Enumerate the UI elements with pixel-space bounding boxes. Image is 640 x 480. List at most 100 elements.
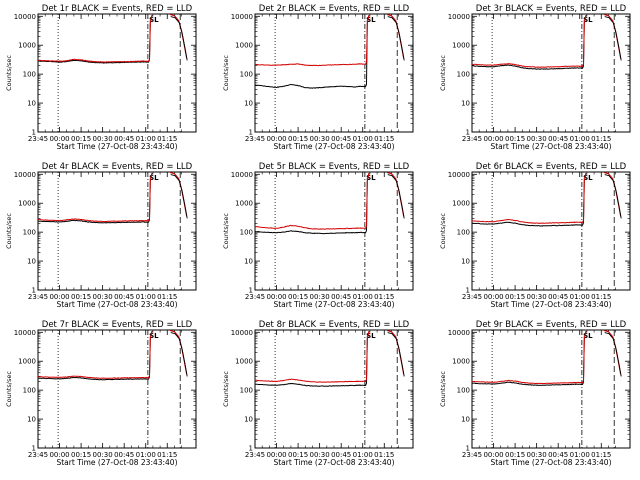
- x-tick-label: 01:00: [136, 293, 156, 301]
- events-series-line: [254, 14, 370, 89]
- x-tick-label: 00:00: [49, 451, 69, 459]
- detector-panel-9: Det 9r BLACK = Events, RED = LLD 1 10 100 10…: [439, 320, 631, 467]
- events-series-line: [37, 14, 153, 64]
- x-axis-label: Start Time (27-Oct-08 23:43:40): [56, 300, 177, 309]
- x-axis-label: Start Time (27-Oct-08 23:43:40): [273, 458, 394, 467]
- x-tick-label: 00:00: [49, 135, 69, 143]
- y-tick-label: 1000: [452, 358, 470, 366]
- x-tick-label: 00:00: [266, 293, 286, 301]
- lld-series-line: [472, 330, 587, 385]
- x-tick-label: 00:45: [331, 293, 351, 301]
- x-tick-label: 00:30: [527, 293, 547, 301]
- x-tick-label: 00:00: [266, 451, 286, 459]
- x-axis-label: Start Time (27-Oct-08 23:43:40): [56, 458, 177, 467]
- x-tick-label: 01:00: [353, 135, 373, 143]
- panel-title: Det 5r BLACK = Events, RED = LLD: [259, 162, 410, 172]
- events-series-line: [37, 172, 153, 224]
- y-tick-label: 100: [23, 387, 36, 395]
- y-tick-label: 10: [244, 100, 253, 108]
- panel-title: Det 7r BLACK = Events, RED = LLD: [42, 320, 193, 330]
- y-tick-label: 1: [466, 129, 470, 137]
- x-tick-label: 00:30: [93, 451, 113, 459]
- detector-panel-8: Det 8r BLACK = Events, RED = LLD 1 10 100 10…: [222, 320, 414, 467]
- lld-series-line: [471, 172, 587, 224]
- panel-title: Det 9r BLACK = Events, RED = LLD: [476, 320, 627, 330]
- x-tick-label: 00:00: [49, 293, 69, 301]
- y-tick-label: 10000: [14, 13, 36, 21]
- events-recovery-line: [604, 16, 622, 61]
- lld-series-line: [37, 14, 153, 63]
- y-tick-label: 100: [240, 387, 253, 395]
- y-tick-label: 10000: [448, 13, 470, 21]
- x-tick-label: 00:30: [527, 451, 547, 459]
- y-axis-label: Counts/sec: [5, 213, 13, 249]
- plot-frame: [254, 13, 414, 133]
- x-tick-label: 00:00: [483, 135, 503, 143]
- y-tick-label: 100: [457, 71, 470, 79]
- x-tick-label: 00:45: [548, 451, 568, 459]
- y-tick-label: 10000: [448, 329, 470, 337]
- y-tick-label: 10000: [448, 171, 470, 179]
- y-tick-label: 1000: [452, 200, 470, 208]
- x-tick-label: 00:45: [114, 135, 134, 143]
- events-series-line: [471, 330, 587, 386]
- x-tick-label: 01:00: [570, 135, 590, 143]
- x-tick-label: 00:45: [331, 451, 351, 459]
- x-tick-label: 00:30: [93, 135, 113, 143]
- y-axis-label: Counts/sec: [439, 371, 447, 407]
- events-recovery-line: [170, 174, 188, 219]
- y-axis-label: Counts/sec: [5, 55, 13, 91]
- x-tick-label: 23:45: [462, 451, 482, 459]
- panel-title: Det 3r BLACK = Events, RED = LLD: [476, 4, 627, 14]
- y-tick-label: 10: [27, 258, 36, 266]
- x-tick-label: 00:00: [483, 293, 503, 301]
- x-axis-label: Start Time (27-Oct-08 23:43:40): [273, 300, 394, 309]
- x-tick-label: 01:15: [157, 293, 177, 301]
- x-tick-label: 00:15: [505, 135, 525, 143]
- y-axis-label: Counts/sec: [222, 371, 230, 407]
- saa-flag: SL: [366, 332, 376, 340]
- events-recovery-line: [170, 16, 188, 61]
- lld-series-line: [471, 14, 587, 68]
- y-tick-label: 1000: [452, 42, 470, 50]
- y-tick-label: 10000: [231, 171, 253, 179]
- x-tick-label: 00:45: [548, 293, 568, 301]
- y-tick-label: 1: [466, 287, 470, 295]
- x-tick-label: 00:45: [331, 135, 351, 143]
- detector-panel-7: Det 7r BLACK = Events, RED = LLD 1 10 100 10…: [5, 320, 197, 467]
- y-tick-label: 10: [461, 416, 470, 424]
- y-tick-label: 100: [457, 229, 470, 237]
- y-tick-label: 1: [32, 445, 36, 453]
- x-axis-label: Start Time (27-Oct-08 23:43:40): [490, 142, 611, 151]
- y-tick-label: 10: [27, 416, 36, 424]
- x-tick-label: 23:45: [28, 135, 48, 143]
- y-tick-label: 10: [244, 258, 253, 266]
- y-tick-label: 10000: [14, 171, 36, 179]
- plot-frame: [471, 171, 631, 291]
- plot-frame: [471, 13, 631, 133]
- plot-frame: [37, 171, 197, 291]
- x-tick-label: 00:15: [288, 451, 308, 459]
- panel-title: Det 2r BLACK = Events, RED = LLD: [259, 4, 410, 14]
- x-tick-label: 01:15: [157, 135, 177, 143]
- y-tick-label: 10: [461, 100, 470, 108]
- y-tick-label: 100: [240, 71, 253, 79]
- y-axis-label: Counts/sec: [5, 371, 13, 407]
- y-tick-label: 1: [466, 445, 470, 453]
- x-tick-label: 23:45: [28, 293, 48, 301]
- x-tick-label: 01:15: [374, 293, 394, 301]
- plot-frame: [254, 171, 414, 291]
- saa-flag: SL: [583, 332, 593, 340]
- events-recovery-line: [387, 332, 405, 377]
- x-tick-label: 23:45: [245, 451, 265, 459]
- saa-flag: SL: [149, 16, 159, 24]
- saa-flag: SL: [366, 16, 376, 24]
- x-tick-label: 00:15: [71, 293, 91, 301]
- y-tick-label: 1000: [18, 200, 36, 208]
- events-series-line: [254, 172, 370, 235]
- x-tick-label: 00:15: [71, 451, 91, 459]
- y-tick-label: 1: [32, 287, 36, 295]
- x-axis-label: Start Time (27-Oct-08 23:43:40): [56, 142, 177, 151]
- events-recovery-line: [387, 174, 405, 219]
